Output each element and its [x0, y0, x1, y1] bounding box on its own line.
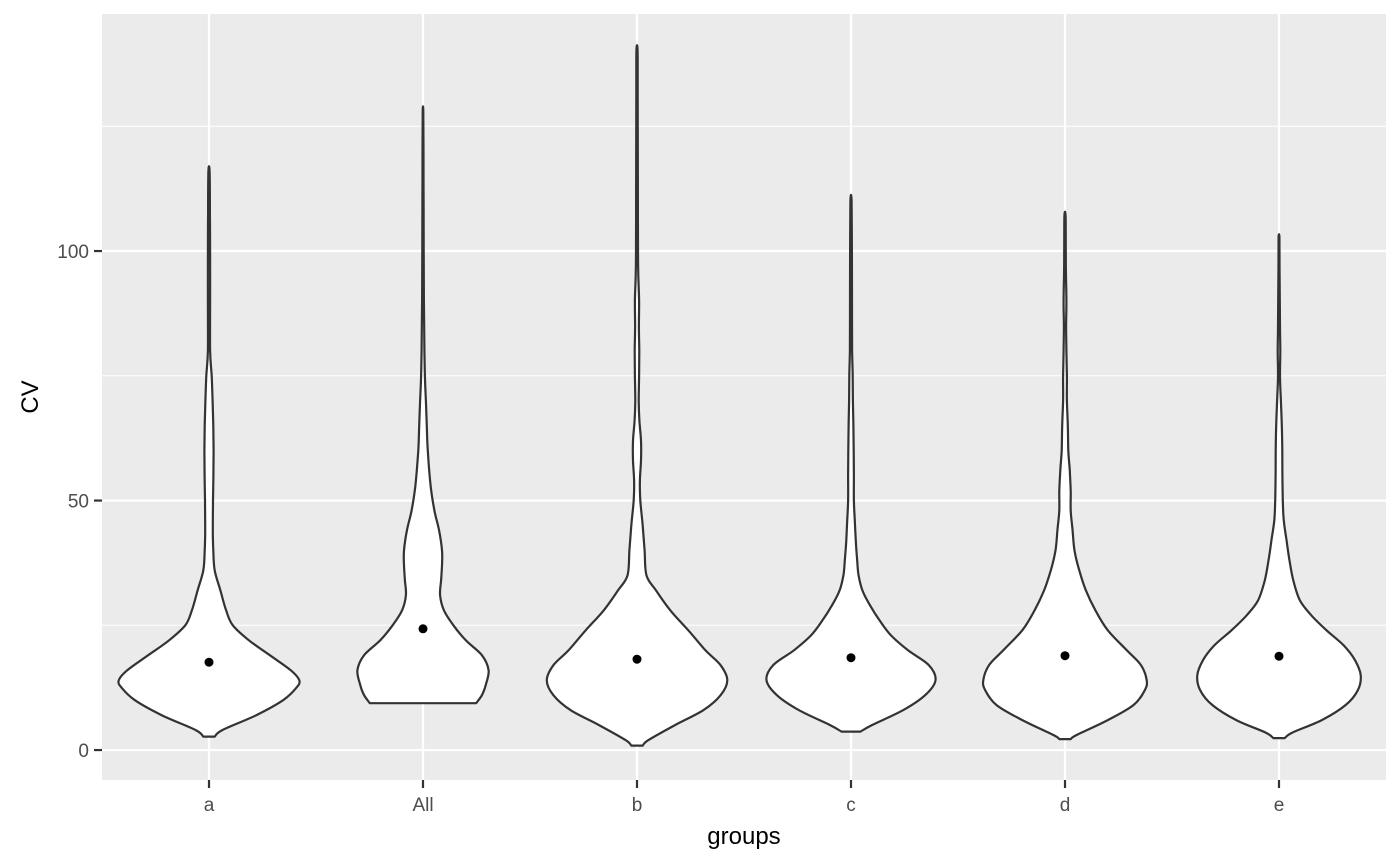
violin-e: [1196, 233, 1362, 740]
mean-point-d: [1060, 651, 1070, 661]
x-tick-label-e: e: [1274, 795, 1285, 816]
plot-panel: [102, 14, 1386, 780]
violin-layer: [117, 44, 1362, 747]
x-tick-label-c: c: [846, 795, 856, 816]
y-axis-title: CV: [17, 380, 44, 413]
mean-point-a: [204, 657, 214, 667]
mean-point-b: [632, 654, 642, 664]
y-axis: 0 50 100: [57, 242, 102, 762]
x-tick-label-All: All: [412, 795, 433, 816]
violin-All: [356, 105, 490, 705]
mean-points: [204, 624, 1284, 667]
y-tick-label: 100: [57, 242, 89, 263]
violin-d: [981, 210, 1149, 741]
y-tick-label: 0: [78, 741, 89, 762]
x-tick-label-a: a: [204, 795, 215, 816]
violin-b: [545, 44, 729, 747]
x-axis-title: groups: [707, 823, 780, 850]
x-tick-label-b: b: [632, 795, 643, 816]
mean-point-c: [846, 653, 856, 663]
y-tick-label: 50: [68, 492, 89, 513]
mean-point-e: [1274, 651, 1284, 661]
mean-point-All: [418, 624, 428, 634]
violin-c: [765, 193, 937, 733]
x-axis: a All b c d e: [204, 780, 1285, 816]
x-tick-label-d: d: [1060, 795, 1071, 816]
violin-a: [117, 165, 301, 738]
